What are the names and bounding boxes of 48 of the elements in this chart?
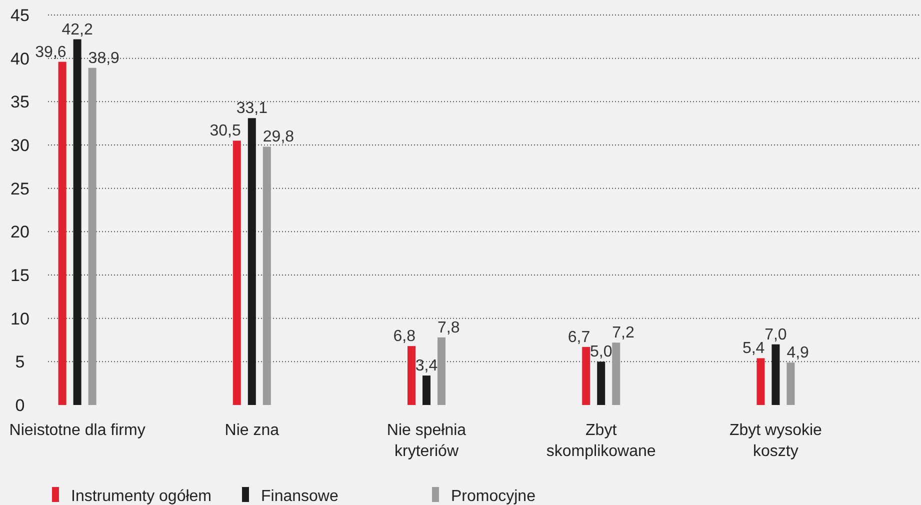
bar	[232, 140, 241, 405]
x-tick-label: Nieistotne dla firmy	[9, 422, 146, 439]
y-tick-label: 15	[10, 266, 30, 285]
bar	[612, 342, 620, 405]
x-tick-label: Zbyt skomplikowane	[546, 422, 656, 460]
x-tick-label: Nie spełnia kryteriów	[386, 422, 466, 460]
bar	[438, 337, 446, 405]
y-tick-label: 20	[10, 222, 30, 242]
y-tick-label: 10	[10, 309, 30, 328]
data-label: 7,8	[438, 319, 460, 336]
data-label: 7,2	[612, 324, 634, 342]
legend-label: Instrumenty ogółem	[71, 488, 212, 505]
data-label: 30,5	[210, 122, 241, 140]
bar	[422, 376, 430, 405]
bar	[73, 39, 82, 405]
bar	[756, 358, 765, 405]
x-tick-label: Zbyt wysokie koszty	[729, 422, 822, 460]
data-label: 6,7	[568, 328, 590, 346]
bar	[786, 362, 795, 405]
data-label: 3,4	[415, 358, 438, 375]
legend-label: Finansowe	[261, 488, 338, 505]
bar	[58, 62, 66, 405]
y-tick-label: 35	[10, 92, 30, 112]
data-label: 5,0	[590, 344, 612, 361]
bar	[408, 346, 416, 405]
bar	[88, 68, 96, 405]
bar	[262, 146, 271, 405]
data-label: 5,4	[742, 340, 765, 358]
legend-label: Promocyjne	[451, 488, 536, 505]
data-label: 33,1	[236, 100, 268, 118]
x-tick-label: Nie zna	[224, 422, 280, 439]
data-label: 6,8	[393, 328, 416, 346]
data-label: 7,0	[764, 326, 787, 344]
y-tick-label: 30	[10, 136, 30, 155]
data-label: 4,9	[786, 344, 810, 362]
y-tick-label: 5	[15, 352, 25, 372]
data-label: 42,2	[62, 21, 93, 38]
bar	[248, 118, 256, 405]
data-label: 39,6	[35, 44, 66, 61]
data-label: 29,8	[262, 128, 294, 146]
bar	[582, 346, 590, 405]
y-tick-label: 45	[10, 6, 30, 25]
y-tick-label: 25	[10, 179, 30, 198]
data-label: 38,9	[88, 50, 120, 67]
bar	[772, 344, 780, 405]
bar	[597, 362, 606, 405]
y-tick-label: 0	[15, 396, 25, 415]
y-tick-label: 40	[10, 49, 30, 68]
